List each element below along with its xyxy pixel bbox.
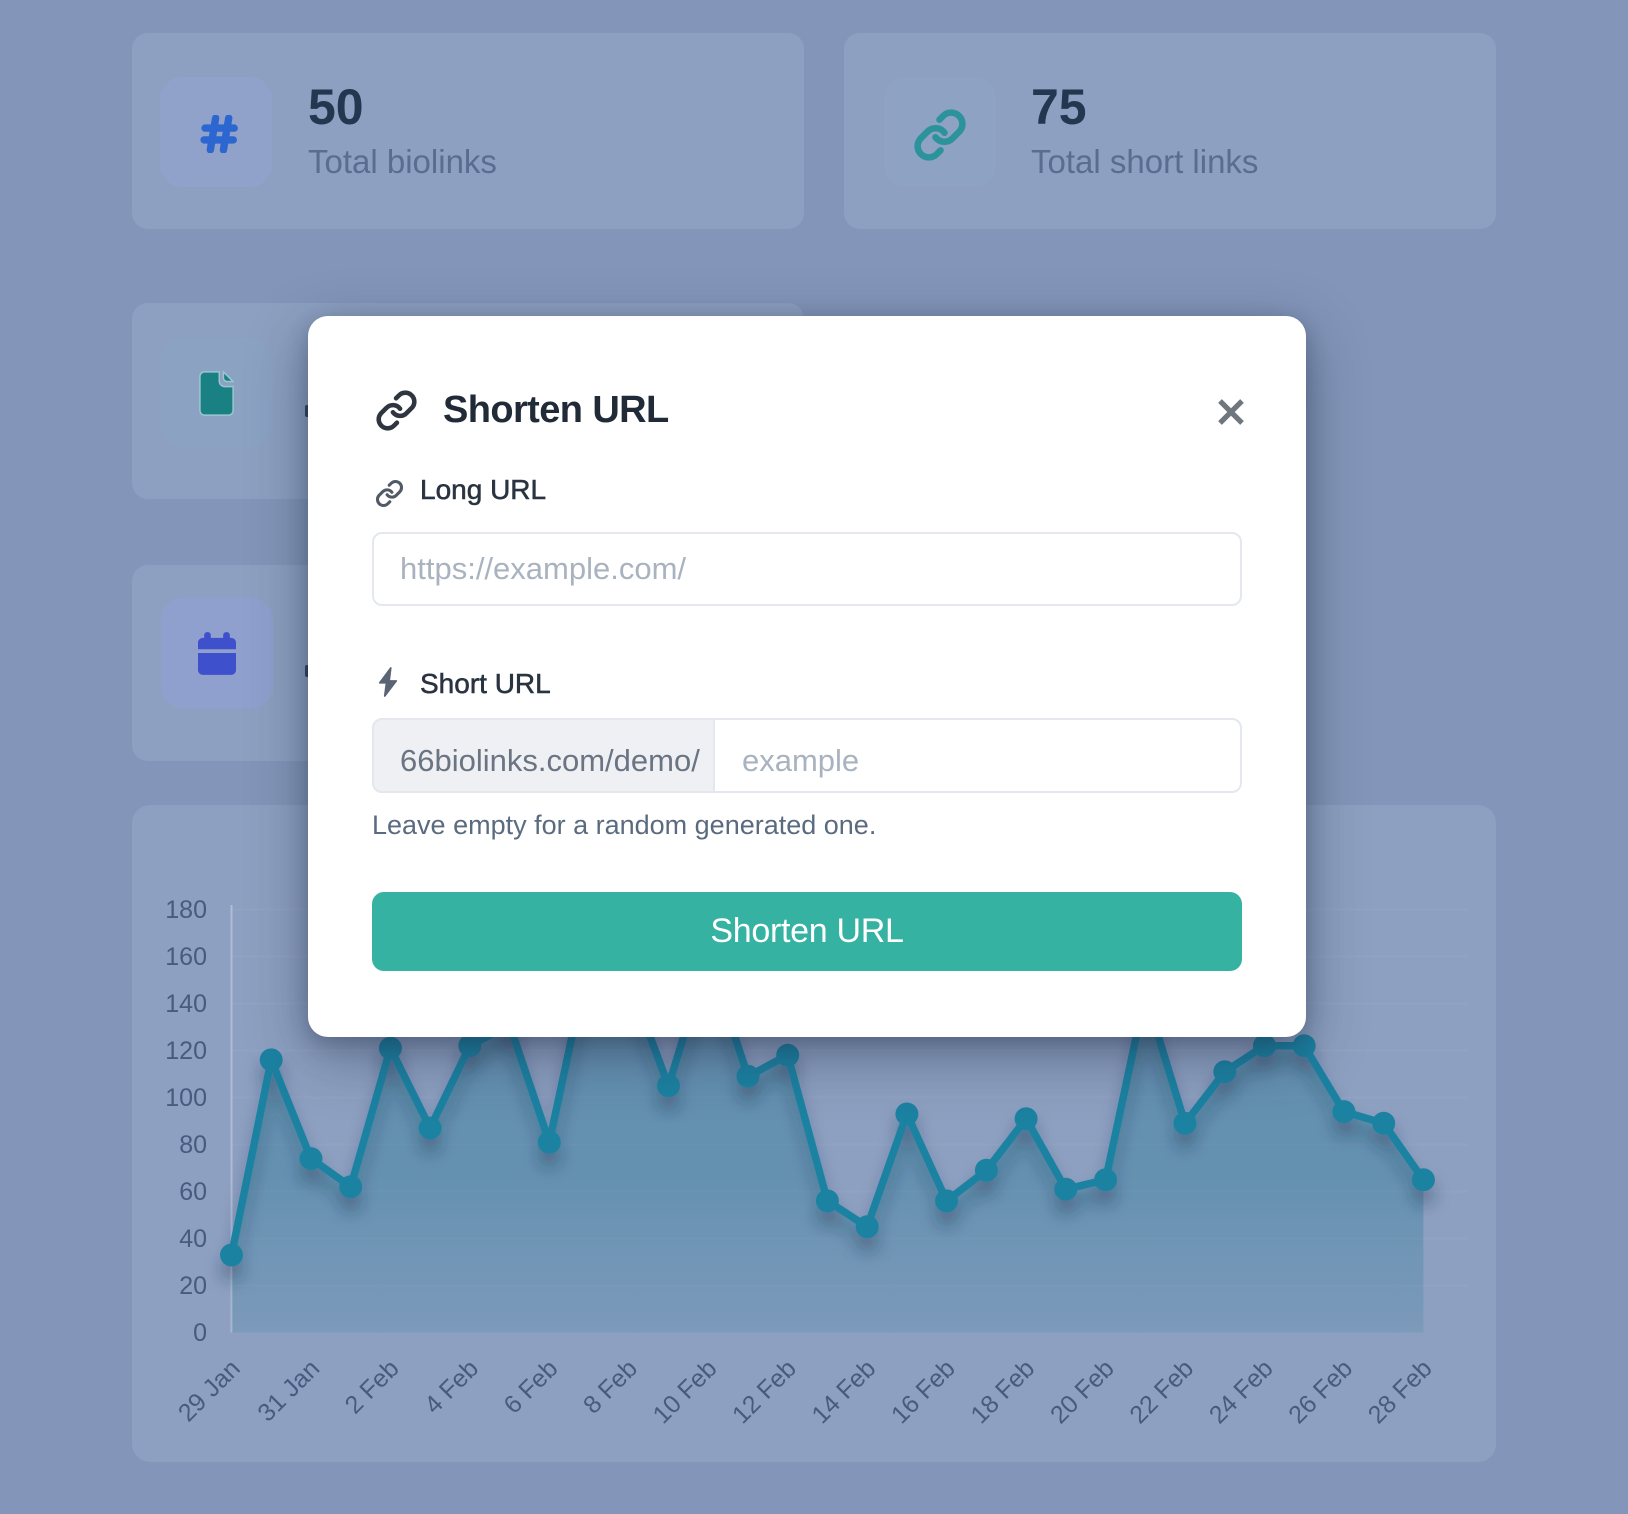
svg-text:31 Jan: 31 Jan <box>252 1354 325 1427</box>
svg-text:2 Feb: 2 Feb <box>340 1354 405 1419</box>
svg-text:22 Feb: 22 Feb <box>1124 1354 1199 1429</box>
svg-text:0: 0 <box>193 1319 207 1347</box>
svg-text:26 Feb: 26 Feb <box>1283 1354 1358 1429</box>
svg-text:14 Feb: 14 Feb <box>806 1354 881 1429</box>
svg-text:10 Feb: 10 Feb <box>648 1354 723 1429</box>
svg-text:16 Feb: 16 Feb <box>886 1354 961 1429</box>
svg-text:180: 180 <box>165 896 207 924</box>
svg-text:160: 160 <box>165 943 207 971</box>
svg-text:12 Feb: 12 Feb <box>727 1354 802 1429</box>
svg-text:4 Feb: 4 Feb <box>419 1354 484 1419</box>
svg-text:8 Feb: 8 Feb <box>578 1354 643 1419</box>
svg-text:18 Feb: 18 Feb <box>965 1354 1040 1429</box>
svg-text:20: 20 <box>179 1272 207 1300</box>
svg-text:120: 120 <box>165 1037 207 1065</box>
svg-text:140: 140 <box>165 990 207 1018</box>
svg-text:29 Jan: 29 Jan <box>173 1354 246 1427</box>
svg-text:100: 100 <box>165 1084 207 1112</box>
svg-text:20 Feb: 20 Feb <box>1045 1354 1120 1429</box>
svg-text:80: 80 <box>179 1131 207 1159</box>
svg-text:28 Feb: 28 Feb <box>1363 1354 1438 1429</box>
svg-text:6 Feb: 6 Feb <box>498 1354 563 1419</box>
svg-text:40: 40 <box>179 1225 207 1253</box>
svg-text:60: 60 <box>179 1178 207 1206</box>
svg-text:24 Feb: 24 Feb <box>1204 1354 1279 1429</box>
